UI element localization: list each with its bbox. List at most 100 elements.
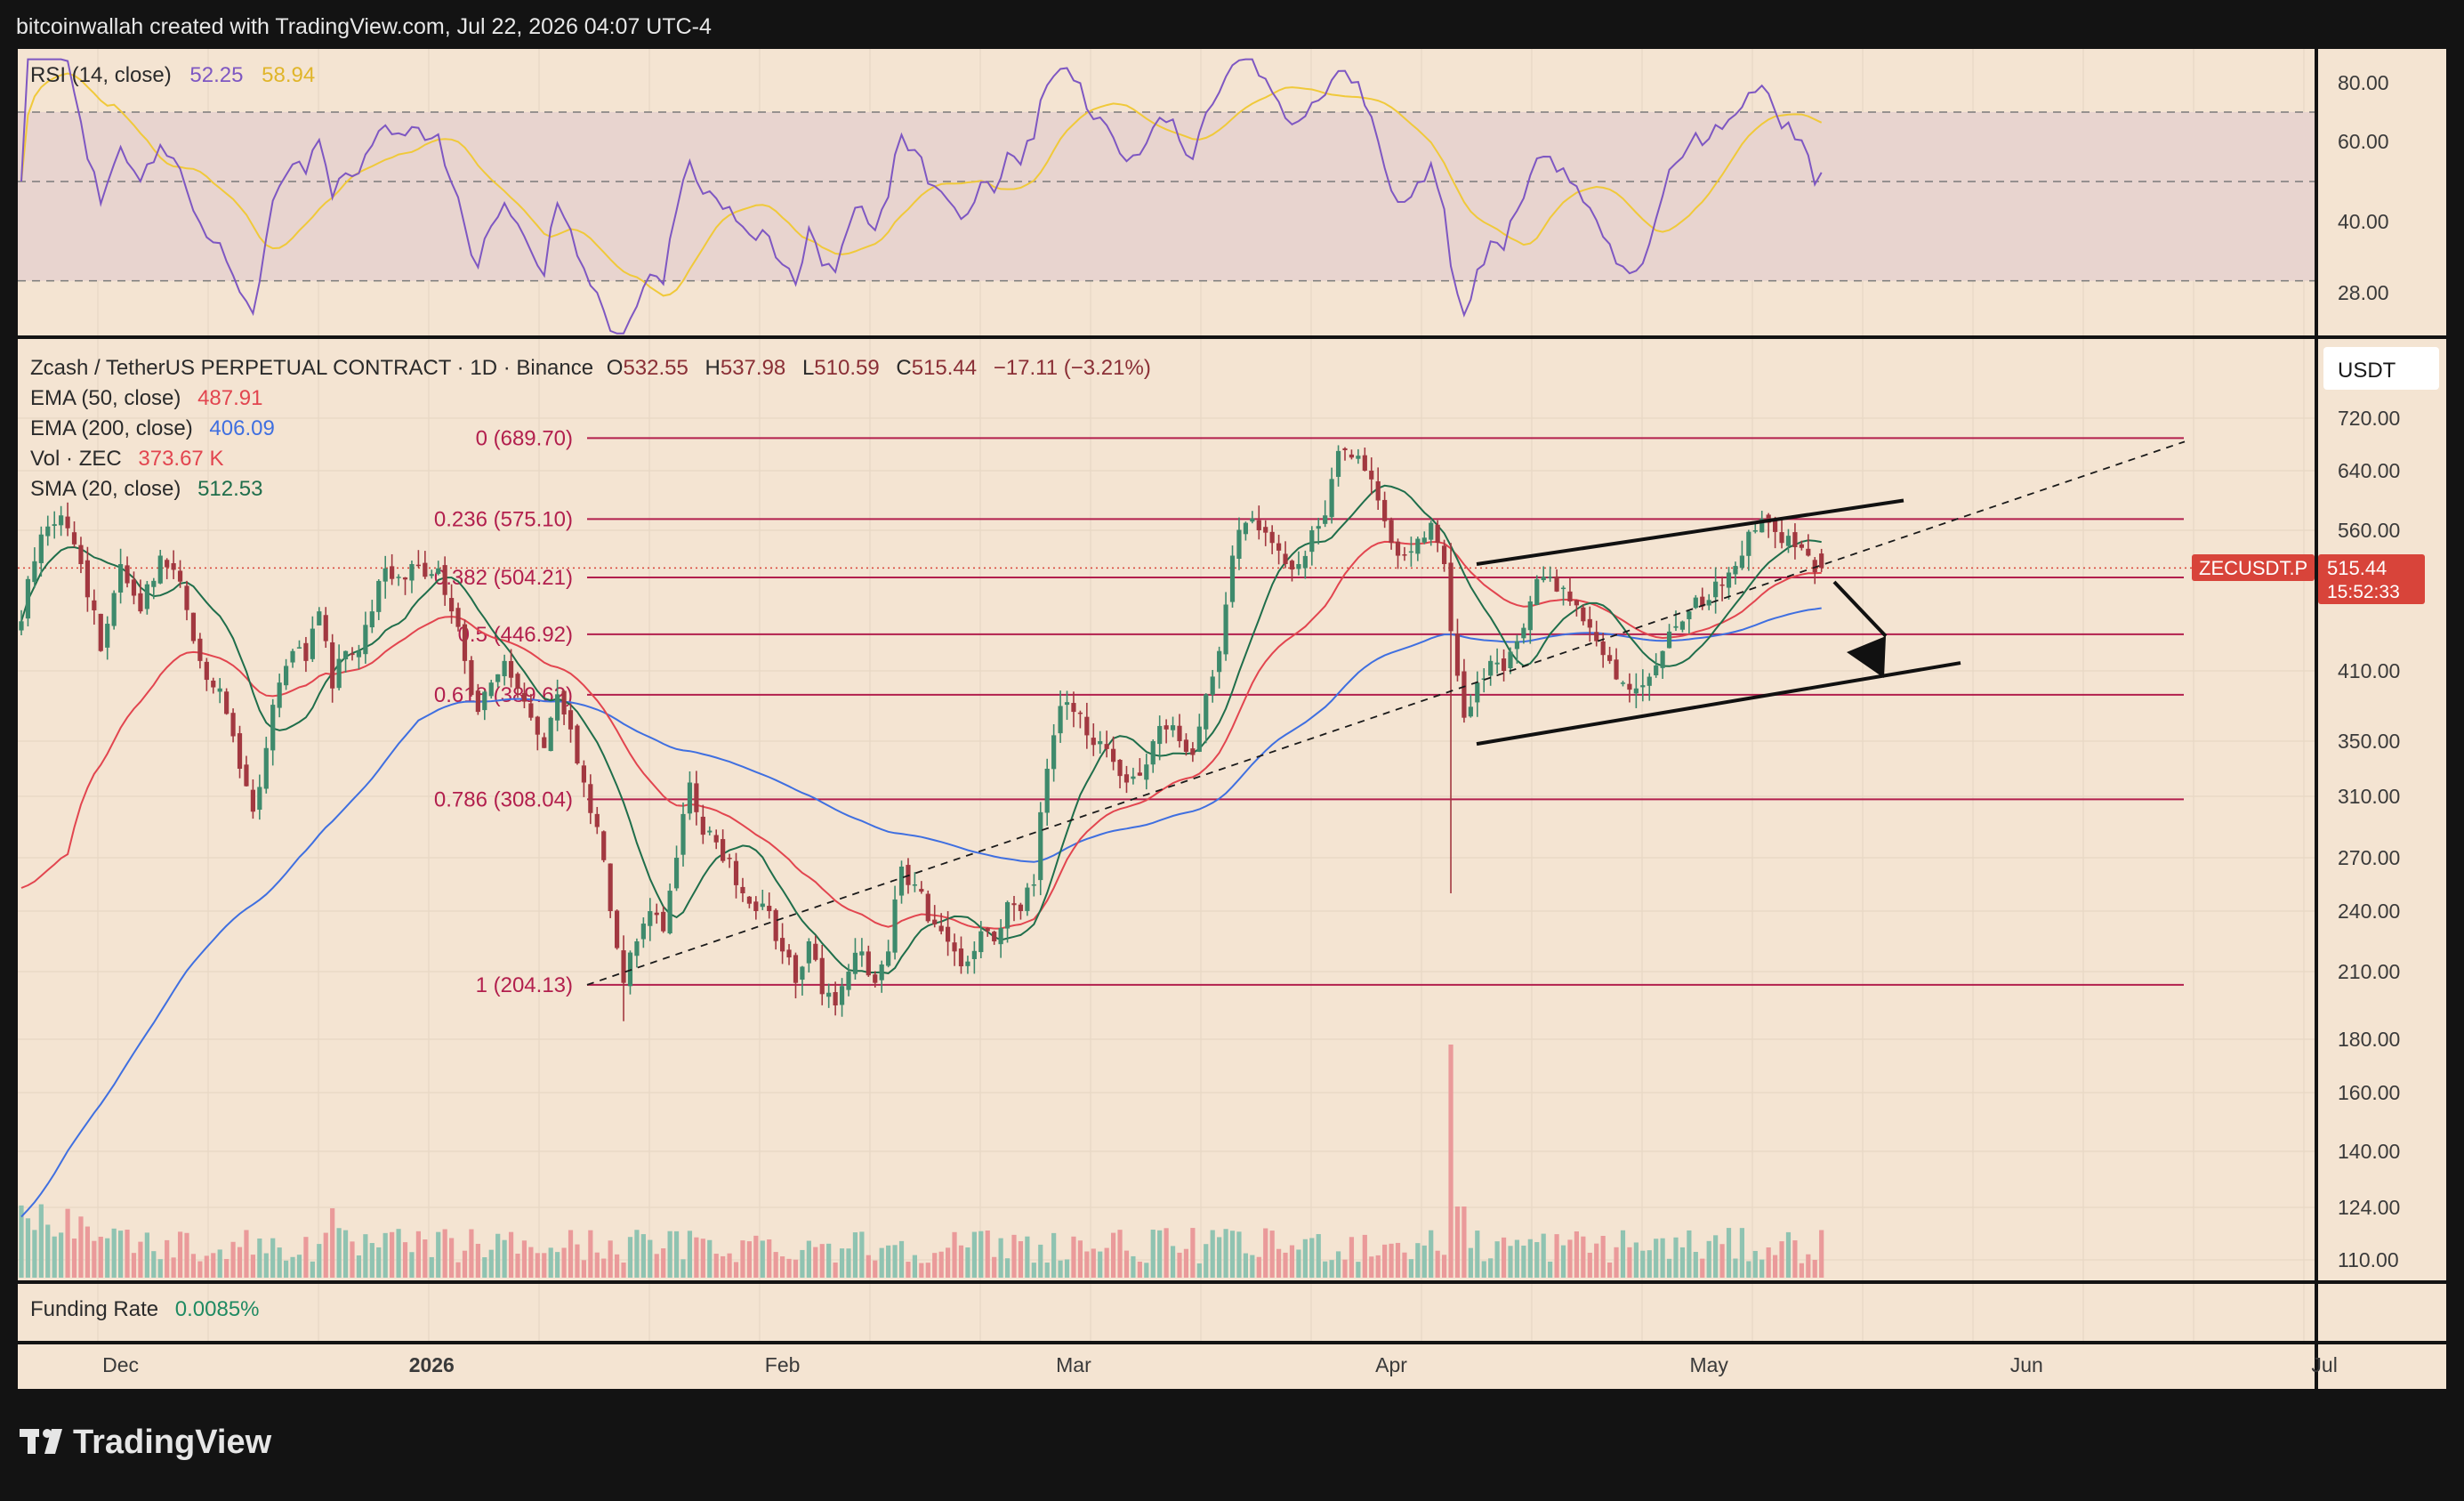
candle-body — [1488, 660, 1494, 676]
rsi-axis-ticks: 80.00 60.00 40.00 28.00 — [2338, 71, 2389, 304]
candle-body — [1726, 572, 1732, 588]
volume-bar — [1395, 1242, 1401, 1278]
candle-body — [839, 986, 845, 1005]
volume-bar — [971, 1231, 977, 1278]
candle-body — [1077, 712, 1083, 714]
volume-bar — [462, 1250, 468, 1278]
volume-bar — [171, 1257, 176, 1278]
candle-body — [230, 713, 236, 737]
volume-bar — [85, 1226, 90, 1278]
volume-bar — [780, 1256, 785, 1278]
volume-bar — [131, 1253, 137, 1278]
volume-bar — [680, 1259, 686, 1278]
volume-bar — [1150, 1230, 1156, 1278]
symbol-legend[interactable]: Zcash / TetherUS PERPETUAL CONTRACT · 1D… — [30, 356, 1151, 380]
volume-bar — [1309, 1238, 1315, 1278]
volume-bar — [1356, 1262, 1361, 1278]
volume-bar — [342, 1230, 349, 1278]
candle-body — [1104, 744, 1109, 749]
candle-body — [740, 886, 745, 893]
sma20-line — [20, 484, 1822, 974]
volume-bar — [654, 1254, 659, 1278]
fib-level-label: 1 (204.13) — [476, 973, 573, 997]
ema200-legend[interactable]: EMA (200, close) 406.09 — [30, 416, 275, 440]
volume-bar — [1779, 1241, 1784, 1278]
volume-value: 373.67 K — [138, 447, 223, 471]
sma20-legend[interactable]: SMA (20, close) 512.53 — [30, 477, 262, 501]
candlesticks — [19, 445, 1824, 1021]
volume-bar — [1614, 1247, 1619, 1278]
volume-bar — [1719, 1244, 1725, 1278]
candle-body — [1600, 641, 1606, 656]
candle-body — [296, 647, 302, 649]
candle-body — [224, 691, 229, 714]
candle-body — [1018, 904, 1024, 911]
candle-body — [892, 899, 898, 953]
candle-body — [1402, 554, 1407, 556]
volume-bar — [1177, 1252, 1182, 1278]
candle-body — [290, 650, 295, 663]
volume-bar — [98, 1236, 103, 1278]
candle-body — [813, 943, 818, 960]
candle-body — [1058, 706, 1063, 734]
volume-bar — [92, 1240, 97, 1278]
volume-bar — [898, 1240, 905, 1278]
funding-legend[interactable]: Funding Rate 0.0085% — [30, 1297, 260, 1321]
volume-bar — [634, 1230, 640, 1278]
volume-bar — [177, 1231, 183, 1278]
candle-body — [1594, 632, 1599, 642]
candle-body — [1448, 562, 1453, 632]
volume-bar — [65, 1208, 70, 1278]
candle-body — [482, 691, 487, 711]
volume-bar — [38, 1204, 44, 1278]
candle-body — [852, 952, 858, 974]
volume-bar — [1038, 1244, 1043, 1278]
candle-body — [1779, 532, 1784, 544]
volume-bar — [594, 1252, 600, 1278]
candle-body — [1144, 764, 1149, 780]
volume-bar — [786, 1258, 792, 1278]
volume-bar — [1302, 1239, 1308, 1278]
volume-bar — [1766, 1247, 1771, 1278]
rsi-legend[interactable]: RSI (14, close) 52.25 58.94 — [30, 63, 315, 87]
volume-bar — [1389, 1243, 1394, 1278]
candle-body — [1508, 651, 1513, 668]
volume-bar — [846, 1248, 851, 1278]
grid-lines — [18, 49, 2315, 1341]
candle-body — [71, 532, 77, 545]
ema50-legend[interactable]: EMA (50, close) 487.91 — [30, 386, 262, 410]
candle-body — [1250, 518, 1255, 522]
candle-body — [1581, 607, 1586, 622]
candle-body — [1183, 739, 1189, 752]
candle-body — [542, 737, 547, 748]
candle-body — [1501, 658, 1507, 671]
volume-bar — [588, 1230, 593, 1278]
volume-bar — [1276, 1248, 1282, 1278]
candle-body — [38, 534, 44, 563]
volume-bar — [1806, 1254, 1811, 1278]
candle-body — [1574, 600, 1579, 606]
candle-body — [1389, 520, 1394, 544]
candle-body — [330, 642, 335, 689]
candle-body — [1342, 448, 1348, 450]
volume-legend[interactable]: Vol · ZEC 373.67 K — [30, 447, 223, 471]
candle-body — [1071, 703, 1076, 713]
candle-body — [85, 560, 90, 598]
volume-bar — [568, 1230, 574, 1278]
candle-body — [694, 783, 699, 812]
currency-button[interactable]: USDT — [2338, 359, 2396, 383]
volume-bar — [390, 1231, 395, 1278]
candle-body — [1799, 544, 1804, 548]
moving-averages — [20, 484, 1822, 1218]
volume-bar — [1229, 1231, 1236, 1278]
volume-bar — [1527, 1239, 1533, 1278]
tradingview-logo[interactable]: TradingView — [20, 1424, 272, 1461]
volume-bar — [356, 1255, 362, 1278]
time-axis-label: Dec — [102, 1353, 139, 1376]
volume-bar — [1541, 1233, 1546, 1278]
volume-bar — [396, 1229, 401, 1278]
volume-bar — [284, 1260, 289, 1278]
volume-bar — [938, 1251, 944, 1278]
currency-button-box[interactable] — [2323, 347, 2439, 390]
